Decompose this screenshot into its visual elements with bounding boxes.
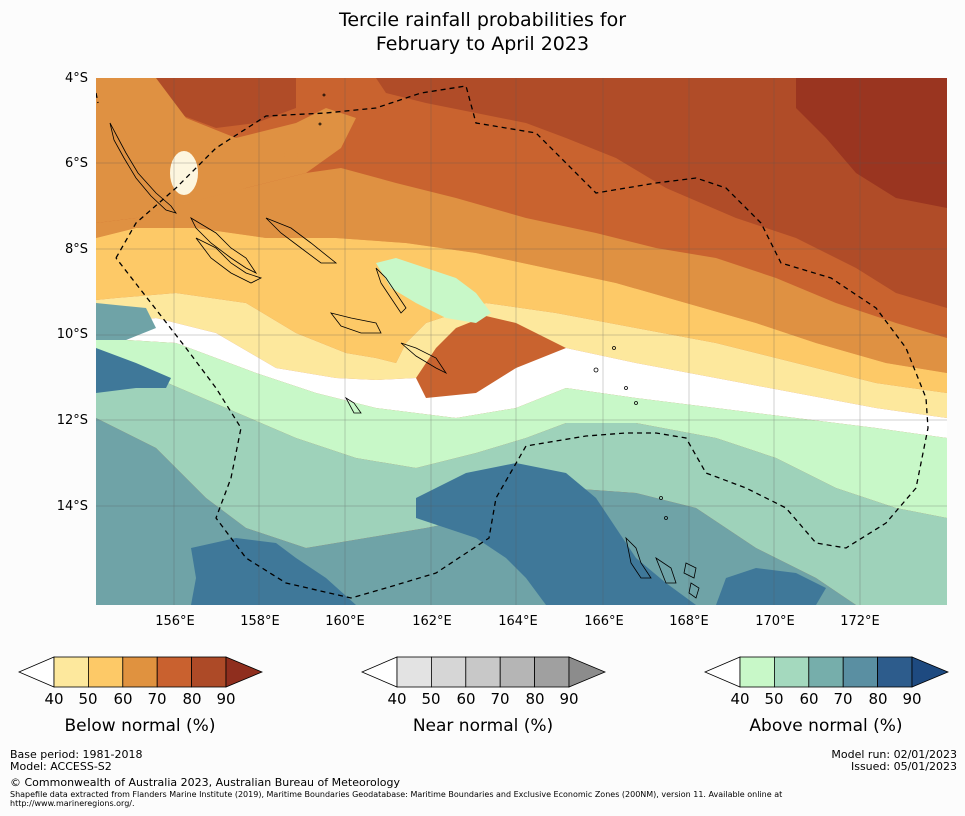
cb-above-label: Above normal (%) <box>749 716 903 736</box>
blob-above-70-bottomleft <box>191 538 356 605</box>
lon-label-172e: 172°E <box>840 614 880 629</box>
colorbar-max-triangle <box>225 656 263 688</box>
lat-label-8s: 8°S <box>64 242 88 257</box>
islands <box>109 93 700 599</box>
colorbar-segment-0 <box>739 656 775 688</box>
shapefile-credit-line-1: Shapefile data extracted from Flanders M… <box>10 790 783 799</box>
cb-below-tick-80: 80 <box>182 690 202 708</box>
band-below-80 <box>376 78 947 308</box>
colorbar-segment-1 <box>431 656 467 688</box>
cb-near-tick-90: 90 <box>559 690 579 708</box>
cb-near-tick-40: 40 <box>387 690 407 708</box>
colorbar-near-normal <box>361 656 606 688</box>
colorbar-segment-0 <box>53 656 89 688</box>
blob-above-70-right <box>716 568 826 605</box>
eez-boundary <box>115 85 929 599</box>
cb-above-tick-60: 60 <box>799 690 819 708</box>
colorbar-segment-4 <box>191 656 227 688</box>
lat-label-12s: 12°S <box>56 413 88 428</box>
model-text: Model: ACCESS-S2 <box>10 760 112 773</box>
shapefile-credit-line-2: http://www.marineregions.org/. <box>10 799 135 808</box>
colorbar-segment-1 <box>774 656 810 688</box>
blob-above-70-left <box>96 348 171 393</box>
band-below-40 <box>96 293 947 418</box>
lon-label-166e: 166°E <box>584 614 624 629</box>
eez-boundary-left <box>96 92 99 104</box>
cb-near-tick-80: 80 <box>525 690 545 708</box>
title-line-2: February to April 2023 <box>375 33 590 55</box>
band-above-40 <box>96 338 947 518</box>
cb-above-tick-70: 70 <box>833 690 853 708</box>
colorbar-segment-3 <box>499 656 535 688</box>
blob-above-70-bottom <box>416 463 696 605</box>
copyright-text: © Commonwealth of Australia 2023, Austra… <box>10 776 400 789</box>
cb-near-label: Near normal (%) <box>412 716 554 736</box>
band-below-60-topleft <box>96 78 356 223</box>
lon-label-162e: 162°E <box>412 614 452 629</box>
lon-label-170e: 170°E <box>755 614 795 629</box>
colorbar-segment-4 <box>877 656 913 688</box>
colorbar-below-normal <box>18 656 263 688</box>
colorbar-min-triangle <box>18 656 55 688</box>
issued-text: Issued: 05/01/2023 <box>850 760 957 773</box>
cb-below-tick-70: 70 <box>147 690 167 708</box>
colorbar-segment-0 <box>396 656 432 688</box>
orange-spot <box>284 150 298 160</box>
cb-above-tick-80: 80 <box>868 690 888 708</box>
band-below-60 <box>96 168 947 373</box>
cb-above-tick-40: 40 <box>730 690 750 708</box>
colorbar-min-triangle <box>704 656 741 688</box>
cb-below-tick-40: 40 <box>44 690 64 708</box>
cb-below-tick-60: 60 <box>113 690 133 708</box>
colorbar-segment-1 <box>88 656 124 688</box>
base-period-text: Base period: 1981-2018 <box>10 748 143 761</box>
cb-near-tick-60: 60 <box>456 690 476 708</box>
graticule <box>96 78 947 605</box>
blob-above-60-left <box>96 303 156 340</box>
colorbar-segment-3 <box>842 656 878 688</box>
lat-label-10s: 10°S <box>56 327 88 342</box>
cb-below-tick-50: 50 <box>78 690 98 708</box>
lon-label-160e: 160°E <box>325 614 365 629</box>
band-below-50 <box>96 228 947 393</box>
lon-label-164e: 164°E <box>498 614 538 629</box>
colorbar-segment-3 <box>156 656 192 688</box>
colorbar-segment-2 <box>465 656 501 688</box>
colorbar-segment-4 <box>534 656 570 688</box>
model-run-text: Model run: 02/01/2023 <box>831 748 957 761</box>
lon-label-158e: 158°E <box>240 614 280 629</box>
cb-above-tick-50: 50 <box>764 690 784 708</box>
lon-label-156e: 156°E <box>155 614 195 629</box>
band-white <box>96 318 947 438</box>
white-spot <box>170 151 198 195</box>
colorbar-segment-2 <box>808 656 844 688</box>
band-above-40-arc <box>376 258 491 323</box>
colorbar-min-triangle <box>361 656 398 688</box>
band-below-80-topleft <box>156 78 296 128</box>
title-line-1: Tercile rainfall probabilities for <box>338 9 627 31</box>
cb-below-label: Below normal (%) <box>64 716 216 736</box>
lat-label-6s: 6°S <box>64 156 88 171</box>
lat-label-14s: 14°S <box>56 499 88 514</box>
lat-label-4s: 4°S <box>64 71 88 86</box>
cb-above-tick-90: 90 <box>902 690 922 708</box>
rainfall-probability-map <box>96 78 947 605</box>
colorbar-segment-2 <box>122 656 158 688</box>
lon-label-168e: 168°E <box>669 614 709 629</box>
cb-below-tick-90: 90 <box>216 690 236 708</box>
cb-near-tick-70: 70 <box>490 690 510 708</box>
colorbar-max-triangle <box>568 656 606 688</box>
colorbar-max-triangle <box>911 656 949 688</box>
cb-near-tick-50: 50 <box>421 690 441 708</box>
band-below-90 <box>796 78 947 208</box>
colorbar-above-normal <box>704 656 949 688</box>
